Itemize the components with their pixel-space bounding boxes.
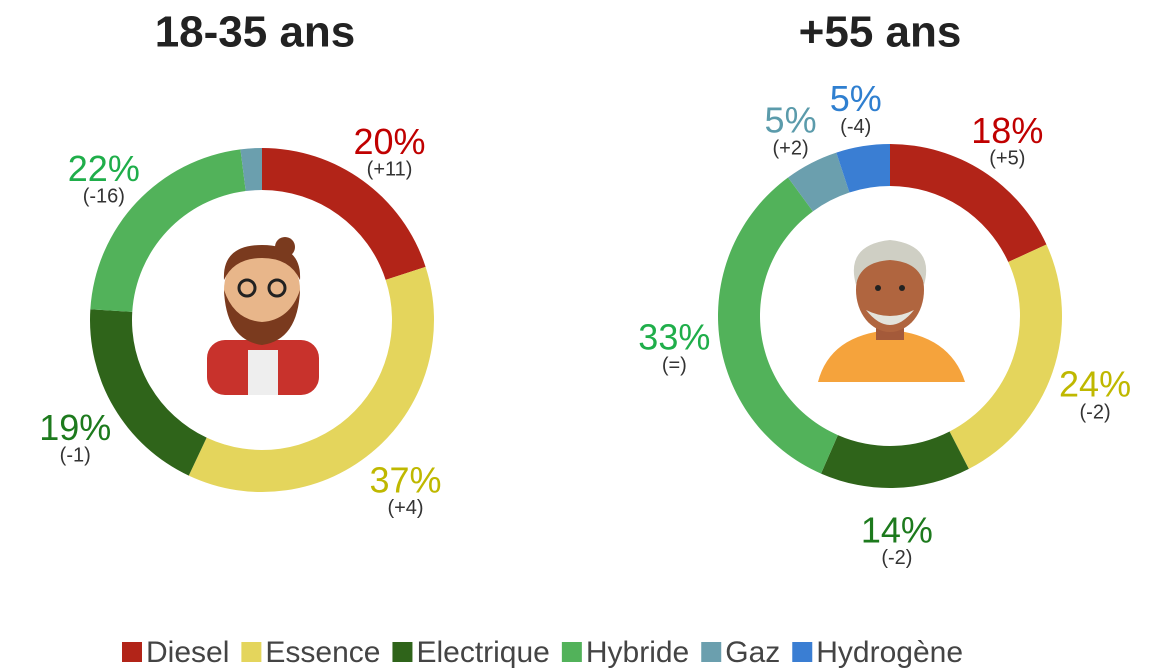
legend-label: Hydrogène	[816, 636, 963, 669]
change-annotation: (-2)	[881, 547, 912, 569]
value-label: 14%	[861, 509, 933, 550]
donut-slice	[950, 245, 1062, 469]
legend-swatch	[241, 642, 261, 662]
legend-label: Essence	[265, 636, 380, 669]
value-label: 19%	[39, 407, 111, 448]
value-label: 18%	[971, 110, 1043, 151]
value-label: 24%	[1059, 363, 1131, 404]
change-annotation: (=)	[662, 354, 687, 376]
change-annotation: (+11)	[367, 159, 413, 181]
legend-label: Diesel	[146, 636, 229, 669]
donut-slice	[90, 309, 207, 475]
legend-label: Gaz	[725, 636, 780, 669]
value-label: 22%	[68, 148, 140, 189]
chart-title: 18-35 ans	[155, 8, 356, 57]
change-annotation: (-4)	[840, 116, 871, 138]
legend-swatch	[562, 642, 582, 662]
value-label: 20%	[354, 121, 426, 162]
value-label: 5%	[765, 100, 817, 141]
chart: 18-35 ans +55 ans 20%(+11) 37%(+4) 19%(-1)…	[0, 0, 1165, 672]
change-annotation: (+2)	[773, 137, 809, 159]
value-label: 5%	[830, 78, 882, 119]
legend-swatch	[701, 642, 721, 662]
value-label: 33%	[638, 317, 710, 358]
donut-slice	[718, 177, 838, 473]
legend-label: Hybride	[586, 636, 689, 669]
legend-swatch	[792, 642, 812, 662]
legend-swatch	[122, 642, 142, 662]
chart-title: +55 ans	[799, 8, 962, 57]
legend-swatch	[392, 642, 412, 662]
value-label: 37%	[369, 459, 441, 500]
senior-man-icon	[818, 240, 965, 382]
change-annotation: (-1)	[60, 445, 91, 467]
change-annotation: (+5)	[989, 148, 1025, 170]
legend-label: Electrique	[416, 636, 549, 669]
change-annotation: (-16)	[83, 186, 125, 208]
young-man-icon	[207, 237, 319, 395]
change-annotation: (-2)	[1080, 401, 1111, 423]
change-annotation: (+4)	[387, 497, 423, 519]
donut-slice	[821, 432, 969, 488]
